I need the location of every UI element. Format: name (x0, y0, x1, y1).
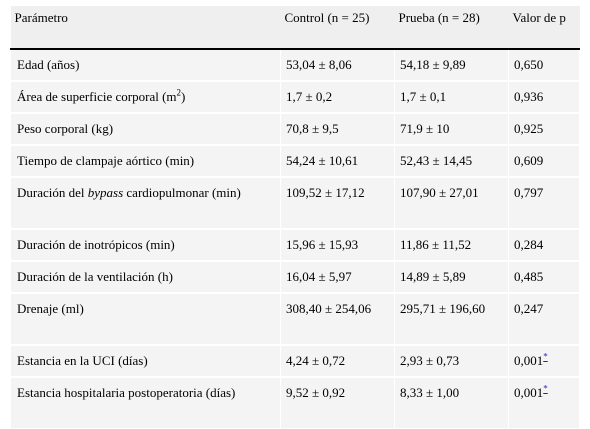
results-table: Parámetro Control (n = 25) Prueba (n = 2… (10, 6, 580, 429)
p-value-text: 0,001 (514, 353, 544, 368)
parameter-text-end: cardiopulmonar (min) (123, 185, 241, 200)
cell-control: 53,04 ± 8,06 (280, 48, 395, 82)
cell-parameter: Duración de la ventilación (h) (10, 260, 281, 294)
cell-control: 15,96 ± 15,93 (280, 228, 395, 262)
parameter-text: Duración del (17, 185, 88, 200)
cell-control: 1,7 ± 0,2 (280, 80, 395, 114)
cell-p-value: 0,925 (508, 112, 580, 146)
header-parameter: Parámetro (10, 6, 281, 50)
cell-test: 1,7 ± 0,1 (394, 80, 509, 114)
cell-parameter: Peso corporal (kg) (10, 112, 281, 146)
table-row: Drenaje (ml) 308,40 ± 254,06 295,71 ± 19… (10, 292, 580, 346)
table-row: Duración de inotrópicos (min) 15,96 ± 15… (10, 228, 580, 262)
table-row: Edad (años) 53,04 ± 8,06 54,18 ± 9,89 0,… (10, 48, 580, 82)
cell-control: 16,04 ± 5,97 (280, 260, 395, 294)
cell-control: 9,52 ± 0,92 (280, 376, 395, 429)
cell-p-value: 0,650 (508, 48, 580, 82)
cell-test: 14,89 ± 5,89 (394, 260, 509, 294)
table-row: Peso corporal (kg) 70,8 ± 9,5 71,9 ± 10 … (10, 112, 580, 146)
cell-p-value: 0,284 (508, 228, 580, 262)
cell-test: 107,90 ± 27,01 (394, 176, 509, 230)
header-p-value: Valor de p (508, 6, 580, 50)
cell-parameter: Drenaje (ml) (10, 292, 281, 346)
table-body: Edad (años) 53,04 ± 8,06 54,18 ± 9,89 0,… (10, 48, 580, 429)
table-row: Área de superficie corporal (m2) 1,7 ± 0… (10, 80, 580, 114)
table-row: Duración de la ventilación (h) 16,04 ± 5… (10, 260, 580, 294)
header-row: Parámetro Control (n = 25) Prueba (n = 2… (10, 6, 580, 50)
cell-control: 4,24 ± 0,72 (280, 344, 395, 378)
table-row: Duración del bypass cardiopulmonar (min)… (10, 176, 580, 230)
cell-p-value: 0,797 (508, 176, 580, 230)
cell-p-value: 0,609 (508, 144, 580, 178)
cell-test: 52,43 ± 14,45 (394, 144, 509, 178)
cell-control: 70,8 ± 9,5 (280, 112, 395, 146)
cell-parameter: Estancia en la UCI (días) (10, 344, 281, 378)
cell-test: 295,71 ± 196,60 (394, 292, 509, 346)
cell-p-value: 0,001* (508, 344, 580, 378)
superscript: 2 (176, 87, 182, 98)
cell-parameter: Estancia hospitalaria postoperatoria (dí… (10, 376, 281, 429)
parameter-text-end: ) (181, 89, 186, 104)
cell-p-value: 0,247 (508, 292, 580, 346)
table-row: Estancia en la UCI (días) 4,24 ± 0,72 2,… (10, 344, 580, 378)
cell-control: 109,52 ± 17,12 (280, 176, 395, 230)
cell-test: 8,33 ± 1,00 (394, 376, 509, 429)
table-row: Estancia hospitalaria postoperatoria (dí… (10, 376, 580, 429)
footnote-link[interactable]: * (543, 351, 548, 362)
header-test: Prueba (n = 28) (394, 6, 509, 50)
parameter-text: Área de superficie corporal (m (17, 89, 177, 104)
footnote-link[interactable]: * (543, 383, 548, 394)
p-value-text: 0,001 (514, 385, 544, 400)
cell-control: 308,40 ± 254,06 (280, 292, 395, 346)
cell-test: 11,86 ± 11,52 (394, 228, 509, 262)
cell-test: 54,18 ± 9,89 (394, 48, 509, 82)
cell-control: 54,24 ± 10,61 (280, 144, 395, 178)
cell-parameter: Edad (años) (10, 48, 281, 82)
cell-test: 71,9 ± 10 (394, 112, 509, 146)
emphasis-text: bypass (87, 185, 124, 200)
cell-p-value: 0,936 (508, 80, 580, 114)
cell-p-value: 0,485 (508, 260, 580, 294)
cell-parameter: Área de superficie corporal (m2) (10, 80, 281, 114)
cell-test: 2,93 ± 0,73 (394, 344, 509, 378)
cell-parameter: Duración de inotrópicos (min) (10, 228, 281, 262)
table-row: Tiempo de clampaje aórtico (min) 54,24 ±… (10, 144, 580, 178)
cell-p-value: 0,001* (508, 376, 580, 429)
table-header: Parámetro Control (n = 25) Prueba (n = 2… (10, 6, 580, 50)
cell-parameter: Tiempo de clampaje aórtico (min) (10, 144, 281, 178)
table-container: Parámetro Control (n = 25) Prueba (n = 2… (10, 6, 580, 429)
header-control: Control (n = 25) (280, 6, 395, 50)
cell-parameter: Duración del bypass cardiopulmonar (min) (10, 176, 281, 230)
